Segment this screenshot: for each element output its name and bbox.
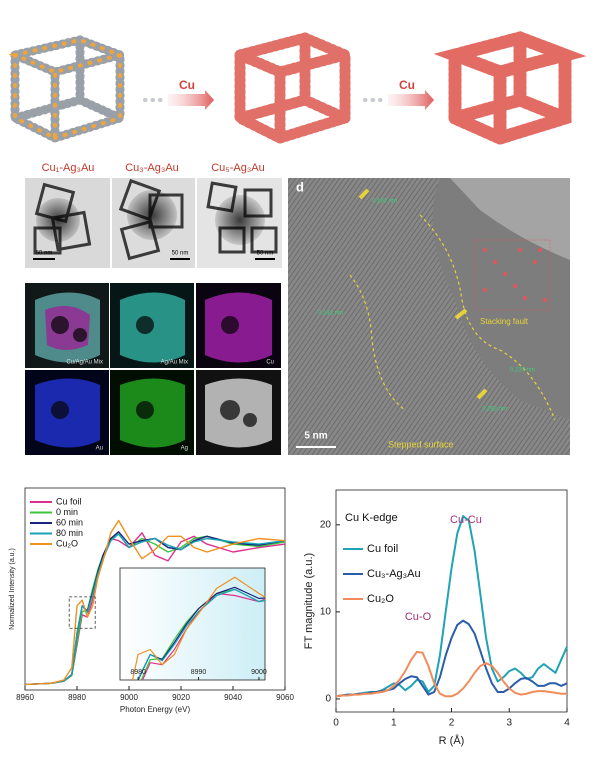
legend-label: Cu foil [56,496,82,506]
legend-label: 60 min [56,517,83,527]
x-tick-label: 8980 [68,693,86,702]
y-axis-label: Normalized Intensity (a.u.) [9,548,16,630]
line-series [24,533,286,686]
x-tick-label: 0 [333,718,339,729]
cube [223,32,362,147]
line-series [137,588,265,680]
zoom-box [68,596,96,629]
sample-label: Cu₁-Ag₃Au [42,162,95,174]
hrtem-image [288,178,570,455]
line-series [24,519,286,686]
legend-label: Cu₂O [56,538,78,548]
line-series [335,650,567,698]
x-tick-label: 8960 [16,693,34,702]
cube [433,31,587,149]
annotation: 0.141 nm [318,311,343,317]
annotation: 0.182 nm [372,199,397,205]
x-axis-label: R (Å) [439,734,465,747]
annotation: Cu-Cu [450,514,482,526]
tem-images [25,178,282,268]
inset-bg [119,567,266,681]
scale-bar-label: 50 nm [172,251,189,257]
legend-label: Cu₃-Ag₃Au [367,568,421,580]
x-tick-label: 9040 [224,693,242,702]
inset-lines [131,576,265,680]
x-tick-label: 4 [564,718,570,729]
y-tick-label: 20 [320,519,332,530]
y-tick-label: 10 [320,607,332,618]
scale-bar-label: 50 nm [36,251,53,257]
annotation: Stacking fault [480,317,529,326]
legend-label: 0 min [56,507,78,517]
x-tick-label: 9000 [120,693,138,702]
line-series [131,576,265,680]
sample-label: Cu₅-Ag₃Au [211,162,265,174]
annotation: Stepped surface [388,439,454,449]
line-series [137,586,265,680]
scale-bar-label: 5 nm [304,431,327,442]
arrow [168,90,214,110]
x-tick-label: 9020 [172,693,190,702]
sample-label: Cu₃-Ag₃Au [125,162,179,174]
line-series [140,588,265,680]
map-label: Cu [266,360,274,366]
line-series [335,619,568,698]
inset-x-tick-label: 9000 [251,669,267,676]
arrow [388,90,434,110]
legend-label: Cu foil [367,543,398,555]
panel-label: d [296,179,304,194]
annotation: 0.237 nm [510,368,535,374]
eds-maps [25,283,281,455]
arrow-label: Cu [399,78,415,92]
scale-bar-label: 50 nm [257,251,274,257]
x-axis-label: Photon Energy (eV) [120,705,191,714]
annotation: Cu K-edge [345,512,398,524]
map-label: Cu/Ag/Au Mix [66,360,103,366]
x-tick-label: 3 [506,718,512,729]
legend-label: Cu₂O [367,593,394,605]
x-tick-label: 2 [449,718,455,729]
schematic [0,31,587,149]
map-label: Au [96,446,103,452]
line-series [141,592,265,680]
inset-x-tick-label: 8990 [191,669,207,676]
annotation: 0.262 nm [482,407,507,413]
x-tick-label: 9060 [276,693,294,702]
y-axis-label: FT magnitude (a.u.) [303,553,315,649]
legend-label: 80 min [56,528,83,538]
plot-frame [24,487,286,691]
map-label: Ag/Au Mix [161,360,188,366]
annotation: Cu-O [405,611,432,623]
arrow-label: Cu [179,78,195,92]
x-tick-label: 1 [391,718,397,729]
inset-x-tick-label: 8980 [130,669,146,676]
map-label: Ag [181,446,188,452]
y-tick-label: 0 [325,694,331,705]
